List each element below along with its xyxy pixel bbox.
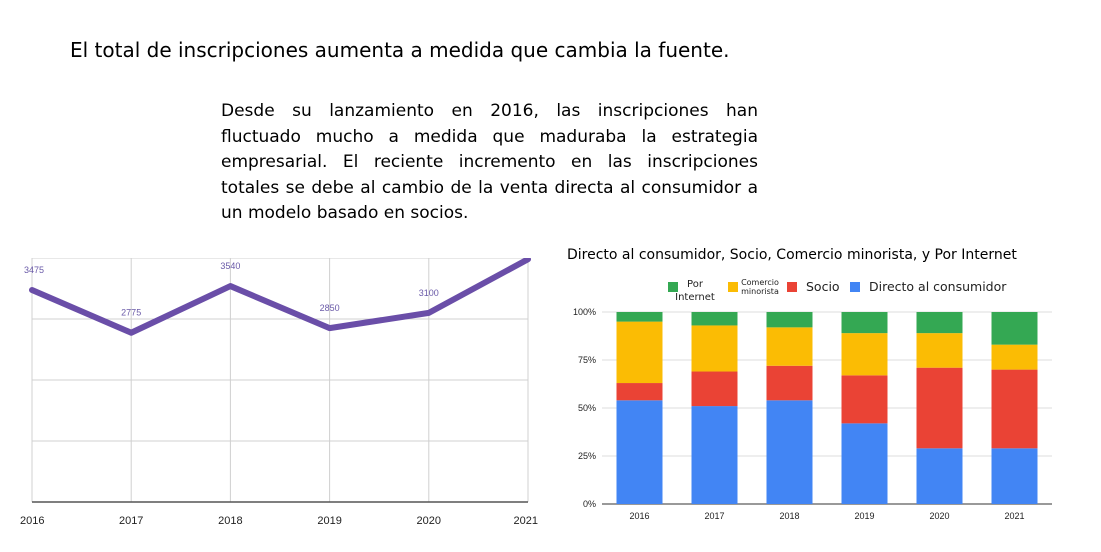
- line-x-tick-label: 2017: [119, 515, 143, 527]
- stack-bar-segment: [691, 325, 738, 372]
- legend-label: Directo al consumidor: [869, 279, 1007, 294]
- stack-bar-segment: [991, 448, 1038, 504]
- legend-swatch: [668, 282, 678, 292]
- stack-bar-segment: [916, 448, 963, 504]
- stack-bar-segment: [766, 312, 813, 328]
- legend-swatch: [787, 282, 797, 292]
- stack-y-tick-label: 25%: [578, 451, 596, 461]
- stack-bar-segment: [616, 321, 663, 384]
- legend-swatch: [850, 282, 860, 292]
- page-heading: El total de inscripciones aumenta a medi…: [70, 38, 730, 62]
- line-x-tick-label: 2020: [417, 515, 441, 527]
- line-series: [29, 258, 531, 336]
- stack-bar-segment: [991, 312, 1038, 345]
- stack-bar-segment: [841, 333, 888, 376]
- legend-label: Socio: [806, 279, 840, 294]
- line-data-label: 3540: [220, 261, 240, 271]
- line-data-label: 3475: [24, 265, 44, 275]
- stack-y-tick-label: 75%: [578, 355, 596, 365]
- stack-bar-segment: [841, 312, 888, 334]
- stack-y-tick-label: 50%: [578, 403, 596, 413]
- stack-x-tick-label: 2017: [704, 511, 724, 521]
- description-paragraph: Desde su lanzamiento en 2016, las inscri…: [221, 101, 758, 223]
- stack-bar-segment: [841, 375, 888, 424]
- stack-bar-segment: [916, 312, 963, 334]
- legend-swatch: [728, 282, 738, 292]
- line-data-label: 3100: [419, 288, 439, 298]
- source-stacked-bar-chart: Directo al consumidor, Socio, Comercio m…: [567, 247, 1052, 521]
- line-x-tick-label: 2021: [514, 515, 538, 527]
- stack-bar-segment: [916, 367, 963, 449]
- stack-bar-segment: [691, 371, 738, 407]
- enrollment-line-chart: 3475 2775 3540 2850 3100 2016 2017 2018 2019 2020…: [20, 258, 538, 527]
- stack-bar-segment: [691, 312, 738, 326]
- stack-x-tick-label: 2019: [854, 511, 874, 521]
- stack-bar-segment: [766, 400, 813, 504]
- stack-x-tick-label: 2021: [1004, 511, 1024, 521]
- stack-bar-segment: [691, 406, 738, 504]
- stack-y-tick-label: 100%: [573, 307, 596, 317]
- stack-bar-segment: [766, 327, 813, 366]
- stack-bar-segment: [991, 344, 1038, 370]
- stack-y-tick-label: 0%: [583, 499, 596, 509]
- stack-bar-segment: [616, 400, 663, 504]
- line-data-label: 2775: [121, 308, 141, 318]
- line-x-tick-label: 2018: [218, 515, 242, 527]
- legend-label: Comercio minorista: [741, 278, 779, 296]
- line-x-tick-label: 2016: [20, 515, 44, 527]
- stack-x-tick-label: 2018: [779, 511, 799, 521]
- legend-label: Por Internet: [675, 279, 715, 303]
- stack-x-tick-label: 2020: [929, 511, 949, 521]
- stack-x-tick-label: 2016: [629, 511, 649, 521]
- stack-bar-segment: [616, 383, 663, 401]
- stack-bar-segment: [841, 423, 888, 504]
- stack-bar-segment: [916, 333, 963, 368]
- stack-chart-title: Directo al consumidor, Socio, Comercio m…: [567, 247, 1017, 263]
- stack-bar-segment: [991, 369, 1038, 449]
- line-data-label: 2850: [320, 303, 340, 313]
- line-x-tick-label: 2019: [317, 515, 341, 527]
- stack-bar-segment: [766, 365, 813, 401]
- stack-bar-segment: [616, 312, 663, 322]
